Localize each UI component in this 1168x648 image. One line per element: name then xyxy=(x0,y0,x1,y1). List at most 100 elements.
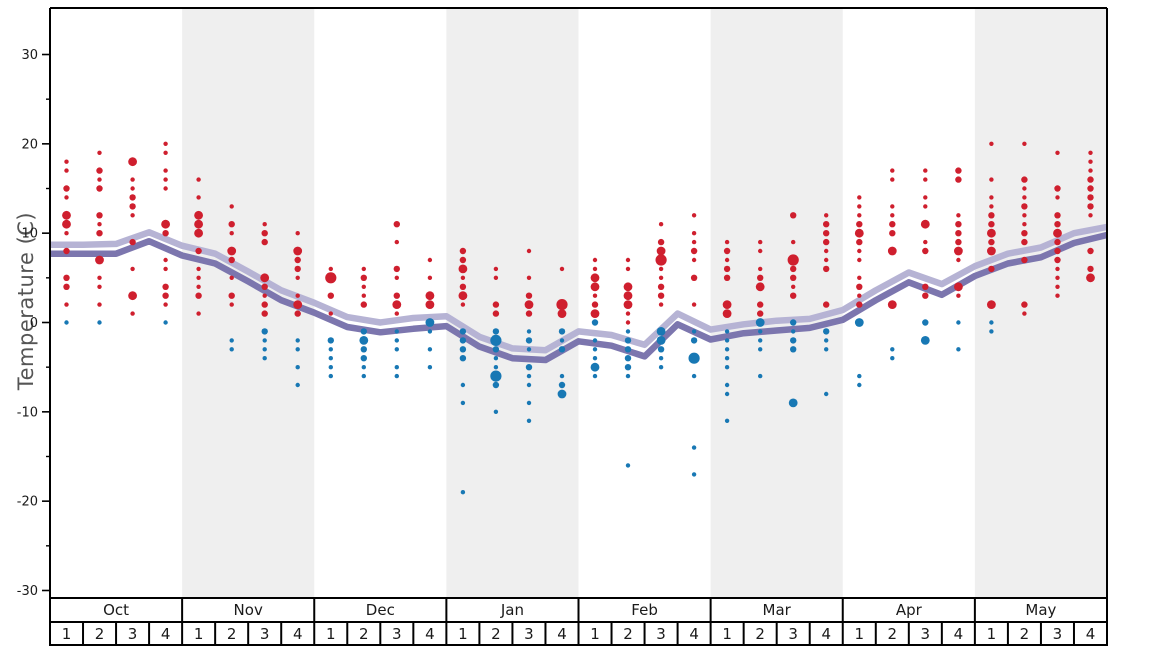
red-dot xyxy=(493,275,499,280)
red-dot xyxy=(196,177,201,182)
blue-dot xyxy=(460,382,466,388)
red-dot xyxy=(261,310,268,317)
blue-dot xyxy=(624,364,632,371)
blue-dot xyxy=(592,356,598,361)
week-label: 3 xyxy=(656,625,666,643)
red-dot xyxy=(63,283,70,290)
blue-dot xyxy=(920,336,930,345)
week-label: 3 xyxy=(128,625,138,643)
red-dot xyxy=(129,238,136,246)
blue-dot xyxy=(459,346,467,353)
week-label: 2 xyxy=(755,625,765,643)
blue-dot xyxy=(394,373,399,379)
blue-dot xyxy=(690,337,698,344)
red-dot xyxy=(923,195,928,200)
red-dot xyxy=(1021,203,1028,210)
blue-dot xyxy=(427,347,433,352)
blue-dot xyxy=(559,373,565,379)
month-label-feb: Feb xyxy=(631,601,658,619)
red-dot xyxy=(427,257,433,263)
red-dot xyxy=(97,284,102,289)
blue-dot xyxy=(691,373,697,379)
red-dot xyxy=(1021,230,1028,237)
blue-dot xyxy=(361,365,366,370)
red-dot xyxy=(857,275,862,280)
red-dot xyxy=(757,310,764,317)
blue-dot xyxy=(854,318,864,327)
blue-dot xyxy=(459,355,467,362)
red-dot xyxy=(590,309,600,318)
blue-dot xyxy=(558,328,566,335)
red-dot xyxy=(824,257,829,263)
red-dot xyxy=(1055,275,1060,280)
blue-dot xyxy=(624,346,632,353)
red-dot xyxy=(988,212,995,219)
blue-dot xyxy=(64,320,69,325)
red-dot xyxy=(393,292,400,299)
blue-dot xyxy=(295,365,300,370)
red-dot xyxy=(657,283,665,290)
red-dot xyxy=(989,141,994,146)
red-dot xyxy=(923,168,928,173)
blue-dot xyxy=(492,328,500,335)
red-dot xyxy=(590,273,600,283)
red-dot xyxy=(261,301,268,308)
red-dot xyxy=(592,257,598,263)
blue-dot xyxy=(657,346,665,353)
red-dot xyxy=(162,292,169,299)
y-tick-label: -30 xyxy=(17,584,38,599)
red-dot xyxy=(64,231,69,236)
blue-dot xyxy=(262,338,267,343)
blue-dot xyxy=(394,365,399,370)
red-dot xyxy=(987,228,996,238)
blue-dot xyxy=(328,365,333,370)
blue-dot xyxy=(559,338,565,343)
y-tick-label: 0 xyxy=(30,316,38,331)
red-dot xyxy=(988,265,995,273)
red-dot xyxy=(1021,176,1028,183)
red-dot xyxy=(228,292,235,299)
red-dot xyxy=(525,310,533,317)
blue-dot xyxy=(427,365,433,370)
blue-dot xyxy=(460,490,466,495)
blue-dot xyxy=(688,352,700,364)
blue-dot xyxy=(724,365,730,370)
red-dot xyxy=(293,300,303,309)
week-label: 3 xyxy=(260,625,270,643)
red-dot xyxy=(691,213,697,218)
red-dot xyxy=(1054,247,1061,255)
red-dot xyxy=(294,265,301,273)
red-dot xyxy=(954,246,963,256)
red-dot xyxy=(129,194,136,201)
red-dot xyxy=(920,219,930,229)
blue-dot xyxy=(459,337,467,344)
blue-dot xyxy=(361,373,366,379)
week-label: 2 xyxy=(888,625,898,643)
red-dot xyxy=(64,159,69,164)
week-label: 1 xyxy=(722,625,732,643)
red-dot xyxy=(757,301,764,308)
red-dot xyxy=(656,246,666,256)
red-dot xyxy=(989,177,994,182)
red-dot xyxy=(723,265,731,273)
red-dot xyxy=(987,246,996,256)
red-dot xyxy=(361,293,366,298)
blue-dot xyxy=(592,338,598,343)
y-tick-label: 20 xyxy=(21,137,38,152)
week-label: 1 xyxy=(854,625,864,643)
red-dot xyxy=(1022,222,1027,227)
red-dot xyxy=(889,230,896,237)
red-dot xyxy=(96,212,103,219)
red-dot xyxy=(260,273,270,283)
blue-dot xyxy=(359,336,369,345)
red-dot xyxy=(625,311,631,316)
week-label: 4 xyxy=(1086,625,1096,643)
y-tick-label: 10 xyxy=(21,227,38,242)
blue-dot xyxy=(526,347,532,352)
red-dot xyxy=(1055,293,1060,298)
blue-dot xyxy=(526,418,532,423)
red-dot xyxy=(458,264,468,274)
red-dot xyxy=(857,257,862,263)
red-dot xyxy=(1087,176,1094,183)
blue-dot xyxy=(890,347,895,352)
